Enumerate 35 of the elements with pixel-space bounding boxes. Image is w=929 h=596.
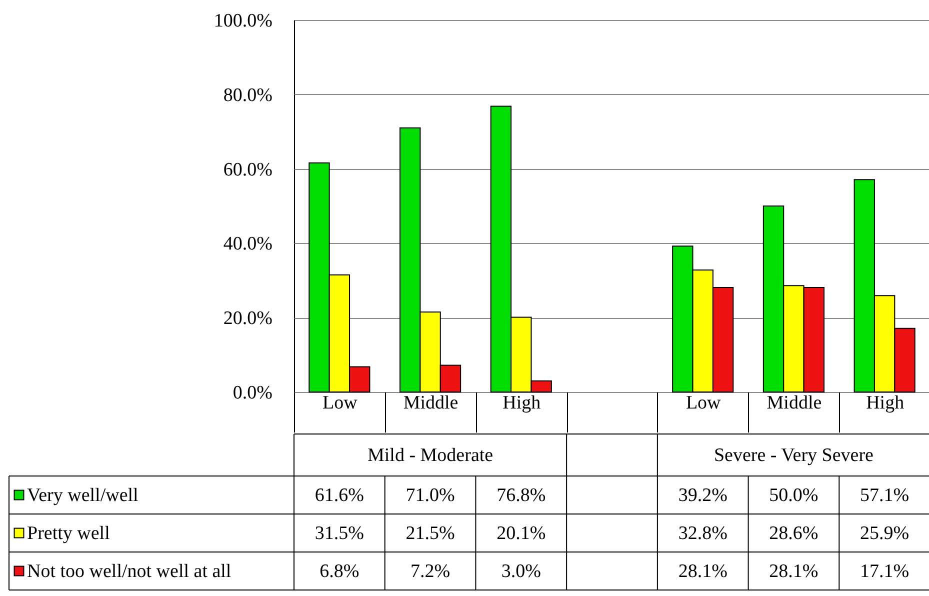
x-tick-label: Middle <box>766 392 822 414</box>
legend-label: Pretty well <box>27 523 110 544</box>
data-label: 6.8% <box>320 561 360 582</box>
y-tick-label: 80.0% <box>223 84 273 106</box>
data-label: 3.0% <box>501 561 542 582</box>
legend-label: Very well/well <box>27 485 138 506</box>
data-label: 25.9% <box>860 523 910 544</box>
x-tick-label: Low <box>322 392 358 414</box>
data-label: 61.6% <box>314 485 364 506</box>
y-tick-label: 40.0% <box>223 234 273 255</box>
data-label: 28.6% <box>769 523 818 544</box>
text: Mild - Moderate <box>367 445 494 466</box>
legend-label: Not too well/not well at all <box>27 561 232 582</box>
text: Severe - Very Severe <box>714 445 874 466</box>
x-tick-label: Low <box>686 392 722 414</box>
y-tick-label: 0.0% <box>232 382 273 404</box>
data-label: 7.2% <box>410 561 450 582</box>
data-label: 28.1% <box>678 561 728 582</box>
y-tick-label: 100.0% <box>214 10 273 32</box>
x-tick-label: Middle <box>403 392 458 414</box>
data-label: 31.5% <box>314 523 364 544</box>
x-tick-label: High <box>502 392 542 414</box>
data-label: 50.0% <box>769 485 818 506</box>
data-label: 17.1% <box>860 561 910 582</box>
y-tick-label: 20.0% <box>223 308 273 330</box>
x-tick-label: High <box>866 392 905 414</box>
data-label: 28.1% <box>769 561 818 582</box>
y-tick-label: 60.0% <box>223 159 273 180</box>
data-label: 76.8% <box>496 485 546 506</box>
data-label: 21.5% <box>406 523 455 544</box>
data-label: 71.0% <box>406 485 455 506</box>
data-label: 20.1% <box>496 523 546 544</box>
data-label: 39.2% <box>678 485 728 506</box>
data-label: 57.1% <box>860 485 910 506</box>
data-label: 32.8% <box>678 523 728 544</box>
